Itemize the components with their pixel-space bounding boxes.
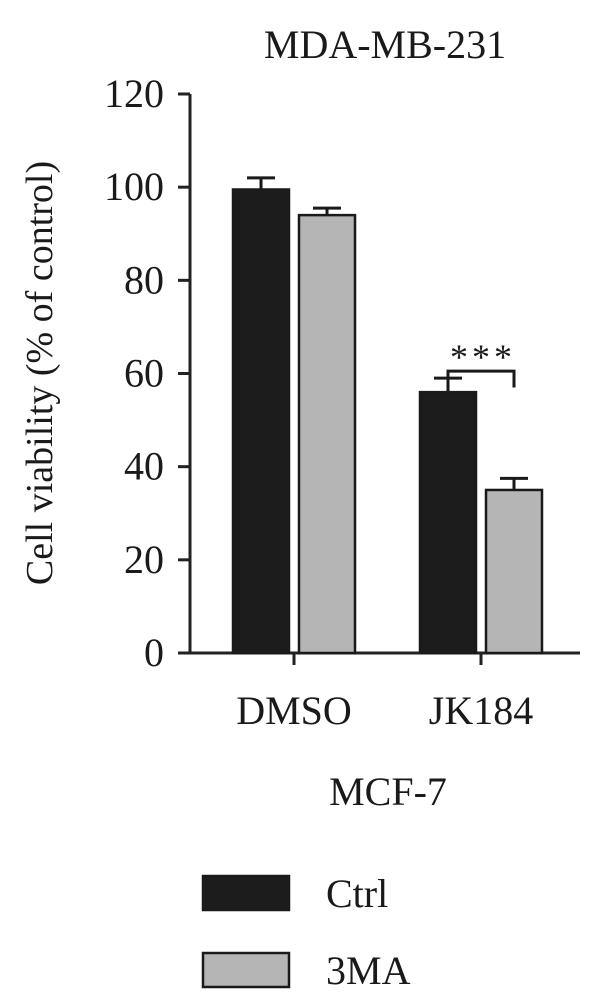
chart-title: MDA-MB-231 (264, 22, 506, 67)
y-tick-label: 40 (124, 444, 164, 489)
bar-ctrl-jk184 (418, 390, 478, 655)
y-axis-label: Cell viability (% of control) (19, 161, 61, 585)
y-tick-label: 100 (104, 164, 164, 209)
y-tick-label: 80 (124, 257, 164, 302)
legend-swatch-ctrl (201, 874, 291, 912)
x-tick-label: JK184 (429, 688, 533, 733)
bar-3ma-dmso (297, 213, 357, 655)
plot-area: 0 20 40 60 80 100 120 DMSO JK184 *** (104, 71, 580, 733)
y-tick-label: 0 (144, 630, 164, 675)
legend-swatch-3ma (201, 951, 291, 989)
significance-bracket (446, 369, 516, 388)
legend: Ctrl 3MA (201, 871, 411, 993)
y-tick-label: 20 (124, 537, 164, 582)
y-tick-label: 120 (104, 71, 164, 116)
significance-label: *** (450, 337, 516, 377)
bar-3ma-jk184 (484, 488, 544, 655)
legend-label-ctrl: Ctrl (326, 871, 388, 916)
x-tick-label: DMSO (236, 688, 352, 733)
bar-ctrl-dmso (231, 188, 291, 655)
legend-label-3ma: 3MA (326, 948, 411, 993)
x-axis-label: MCF-7 (329, 769, 447, 814)
y-tick-label: 60 (124, 351, 164, 396)
